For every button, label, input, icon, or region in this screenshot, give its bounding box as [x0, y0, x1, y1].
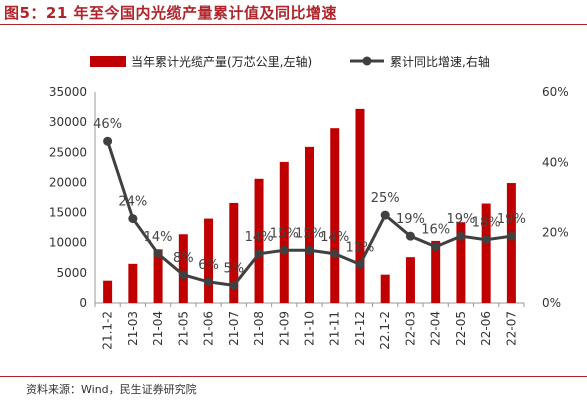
- growth-point: [405, 231, 415, 241]
- bar: [153, 249, 163, 303]
- growth-point: [506, 231, 516, 241]
- y-left-tick-label: 15000: [49, 206, 87, 220]
- x-tick-label: 21-07: [227, 311, 241, 346]
- bar: [506, 183, 516, 303]
- bar: [229, 202, 239, 303]
- growth-point: [279, 245, 289, 255]
- data-label: 14%: [245, 230, 274, 245]
- source-rule: [0, 376, 587, 377]
- title-rule: [0, 24, 587, 25]
- data-label: 18%: [472, 216, 501, 231]
- data-label: 14%: [320, 230, 349, 245]
- data-label: 24%: [118, 195, 147, 210]
- data-label: 6%: [198, 258, 219, 273]
- y-left-tick-label: 0: [79, 296, 87, 310]
- growth-point: [178, 270, 188, 280]
- y-right-tick-label: 40%: [542, 155, 569, 169]
- x-tick-label: 22-07: [504, 311, 518, 346]
- growth-point: [456, 231, 466, 241]
- x-tick-label: 21-05: [176, 311, 190, 346]
- data-label: 19%: [497, 212, 526, 227]
- bar: [305, 146, 314, 303]
- data-label: 46%: [93, 117, 122, 132]
- bar: [279, 161, 289, 303]
- bar: [431, 240, 441, 303]
- y-right-tick-label: 20%: [542, 226, 569, 240]
- bar: [128, 263, 138, 303]
- x-tick-label: 22.1-2: [378, 311, 392, 350]
- y-right-tick-label: 60%: [542, 85, 569, 99]
- data-label: 15%: [295, 226, 324, 241]
- data-label: 19%: [446, 212, 475, 227]
- x-tick-label: 21.1-2: [101, 311, 115, 350]
- data-label: 5%: [223, 261, 244, 276]
- data-label: 8%: [173, 251, 194, 266]
- x-tick-label: 21-12: [353, 311, 367, 346]
- y-left-tick-label: 30000: [49, 115, 87, 129]
- x-tick-label: 21-10: [303, 311, 317, 346]
- data-label: 19%: [396, 212, 425, 227]
- growth-point: [254, 249, 264, 259]
- y-left-tick-label: 5000: [56, 266, 87, 280]
- growth-point: [380, 210, 390, 220]
- x-tick-label: 21-03: [126, 311, 140, 346]
- bar: [481, 203, 491, 303]
- bar: [330, 128, 340, 303]
- x-tick-label: 21-06: [202, 311, 216, 346]
- bar: [456, 222, 466, 303]
- x-tick-label: 21-08: [252, 311, 266, 346]
- x-tick-label: 22-06: [479, 311, 493, 346]
- data-label: 16%: [421, 223, 450, 238]
- data-label: 14%: [144, 230, 173, 245]
- legend-label-line: 累计同比增速,右轴: [390, 54, 490, 69]
- x-tick-label: 21-09: [277, 311, 291, 346]
- chart-area: 当年累计光缆产量(万芯公里,左轴) 累计同比增速,右轴 0 5000 10000 1500…: [49, 54, 569, 350]
- source-note: 资料来源：Wind，民生证券研究院: [26, 383, 197, 396]
- y-right-tick-label: 0%: [542, 296, 561, 310]
- legend-swatch-bar: [90, 56, 126, 67]
- x-tick-label: 22-05: [454, 311, 468, 346]
- x-tick-label: 22-04: [429, 311, 443, 346]
- bar: [254, 178, 264, 303]
- x-tick-label: 21-11: [328, 311, 342, 346]
- legend-label-bar: 当年累计光缆产量(万芯公里,左轴): [131, 54, 312, 69]
- y-left-tick-label: 10000: [49, 236, 87, 250]
- legend-marker-line: [362, 56, 372, 66]
- x-tick-label: 21-04: [151, 311, 165, 346]
- bar: [380, 274, 390, 303]
- growth-point: [153, 249, 163, 259]
- bar: [178, 234, 188, 303]
- bar: [103, 280, 113, 303]
- y-left-tick-label: 35000: [49, 85, 87, 99]
- x-tick-label: 22-03: [403, 311, 417, 346]
- growth-point: [330, 249, 340, 259]
- bar: [204, 218, 214, 303]
- growth-point: [431, 242, 441, 252]
- growth-point: [305, 245, 314, 255]
- growth-point: [128, 214, 138, 224]
- bar: [405, 257, 415, 303]
- y-left-tick-label: 20000: [49, 175, 87, 189]
- growth-point: [355, 259, 365, 269]
- data-label: 11%: [346, 240, 375, 255]
- growth-point: [103, 136, 113, 146]
- growth-point: [204, 277, 214, 287]
- growth-point: [481, 235, 491, 245]
- data-label: 15%: [270, 226, 299, 241]
- bar: [355, 108, 365, 303]
- figure-title: 图5：21 年至今国内光缆产量累计值及同比增速: [4, 4, 338, 22]
- growth-point: [229, 280, 239, 290]
- data-label: 25%: [371, 191, 400, 206]
- y-left-tick-label: 25000: [49, 145, 87, 159]
